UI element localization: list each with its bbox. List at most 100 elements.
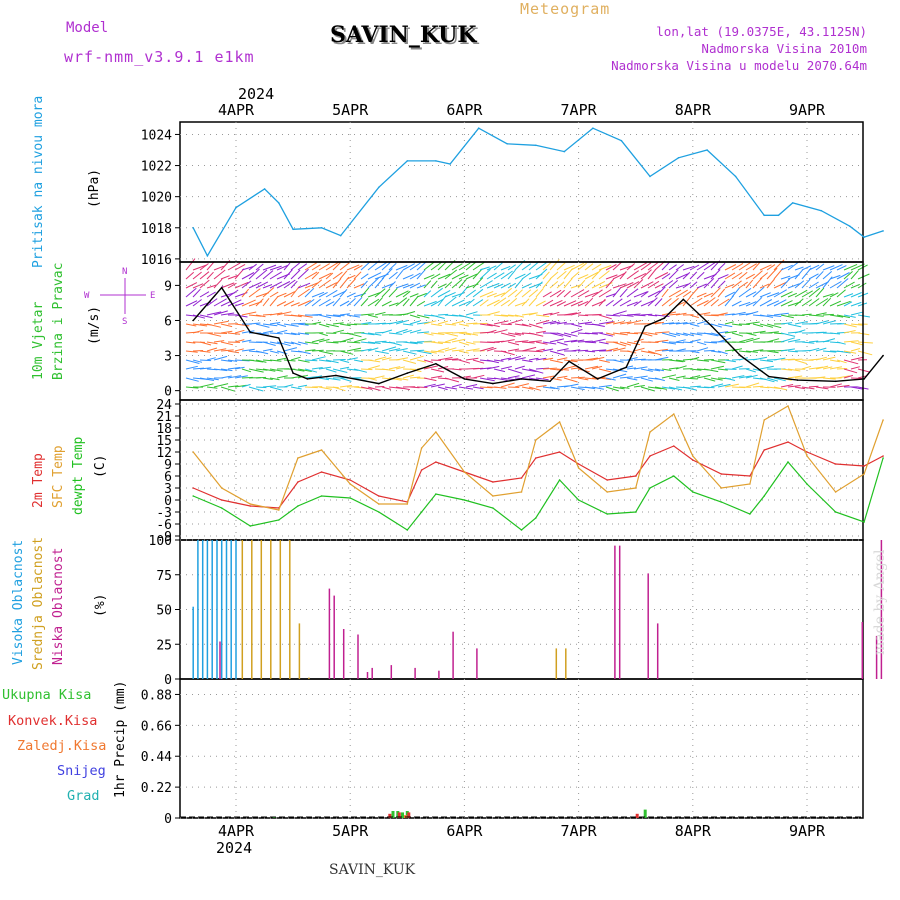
wind-barb [339, 350, 354, 355]
precip-unit: 1hr Precip (mm) [113, 681, 128, 798]
data-point [863, 236, 865, 238]
wind-barb [213, 332, 228, 334]
data-point [634, 475, 637, 477]
wind-barb [276, 281, 291, 289]
wind-barb [493, 314, 509, 317]
wind-barb [374, 297, 383, 307]
data-point [420, 511, 423, 513]
wind-barb [654, 321, 665, 325]
wind-barb [535, 319, 550, 325]
elevation-text: Nadmorska Visina 2010m [701, 41, 867, 56]
wind-barb [689, 356, 700, 361]
wind-barb [654, 356, 669, 361]
wind-barb [717, 323, 733, 328]
wind-barb [787, 292, 797, 298]
wind-barb [535, 288, 544, 298]
wind-barb [535, 357, 547, 361]
data-point [649, 455, 651, 457]
wind-barb [206, 347, 218, 352]
wind-barb [570, 339, 585, 343]
wind-barb [689, 339, 701, 343]
wind-barb [332, 290, 347, 298]
wind-barb [381, 357, 392, 361]
wind-barb [689, 323, 700, 327]
wind-barb [325, 282, 338, 289]
wind-barb [682, 290, 692, 298]
wind-barb [192, 367, 205, 370]
wind-barb [192, 359, 203, 363]
wind-barb [619, 314, 634, 317]
wind-barb [255, 359, 267, 363]
model-elevation-text: Nadmorska Visina u modelu 2070.64m [611, 58, 867, 73]
data-point [378, 503, 380, 505]
data-point [520, 477, 523, 479]
wind-barb [430, 323, 442, 327]
wind-barb [234, 263, 246, 271]
wind-barb [822, 366, 833, 370]
data-point [882, 455, 884, 457]
wind-barb [836, 289, 846, 298]
data-point [192, 495, 194, 497]
data-point [720, 501, 723, 503]
wind-barb [542, 291, 552, 298]
wind-barb [556, 281, 565, 289]
wind-barb [276, 329, 288, 334]
wind-barb [640, 269, 652, 280]
wind-barb [486, 311, 500, 316]
wind-barb [262, 348, 273, 352]
wind-barb [850, 341, 864, 346]
wind-barb [381, 386, 392, 390]
wind-barb [360, 321, 372, 325]
data-point [420, 469, 423, 471]
wind-barb [283, 300, 295, 307]
wind-barb [640, 291, 649, 298]
wind-barb [486, 292, 497, 298]
wind-barb [850, 356, 864, 361]
wind-barb [584, 377, 599, 380]
wind-barb [269, 295, 279, 307]
wind-barb [430, 261, 443, 271]
wind-barb [633, 375, 648, 379]
wind-barb [325, 386, 339, 388]
wind-barb [220, 359, 232, 362]
wind-barb [367, 314, 378, 318]
wind-barb [542, 357, 554, 361]
wind-barb [227, 262, 241, 271]
wind-barb [255, 298, 264, 307]
wind-barb [829, 359, 840, 363]
wind-barb [444, 296, 457, 307]
wind-barb [353, 368, 368, 373]
data-point [263, 188, 266, 190]
wind-barb [206, 298, 218, 307]
data-point [292, 228, 294, 231]
wind-barb [297, 350, 311, 355]
wind-barb [409, 295, 419, 307]
wind-barb [507, 269, 516, 280]
data-point [292, 372, 294, 374]
wind-barb [731, 323, 742, 326]
wind-barb [591, 268, 603, 280]
wind-barb [346, 332, 362, 338]
wind-barb [787, 323, 802, 328]
wind-barb [710, 365, 725, 370]
wind-barb [360, 273, 369, 280]
dewpt-title: dewpt Temp [71, 437, 86, 515]
wind-barb [703, 292, 714, 298]
wind-barb [752, 385, 764, 388]
wind-barb [409, 341, 423, 344]
wind-barb [668, 359, 684, 363]
wind-barb [549, 299, 563, 307]
wind-barb [584, 332, 598, 335]
data-point [549, 380, 551, 383]
wind-barb [619, 331, 630, 334]
wind-barb [696, 300, 709, 307]
wind-barb [213, 310, 228, 316]
wind-barb [759, 365, 774, 370]
wind-barb [227, 375, 242, 379]
wind-barb [353, 359, 363, 363]
series-line-pritisak-na-nivou-mora [192, 127, 884, 258]
day-label-top: 7APR [561, 101, 598, 119]
y-tick-label: 100 [149, 534, 172, 549]
wind-barb [507, 289, 518, 298]
wind-barb [388, 341, 402, 346]
